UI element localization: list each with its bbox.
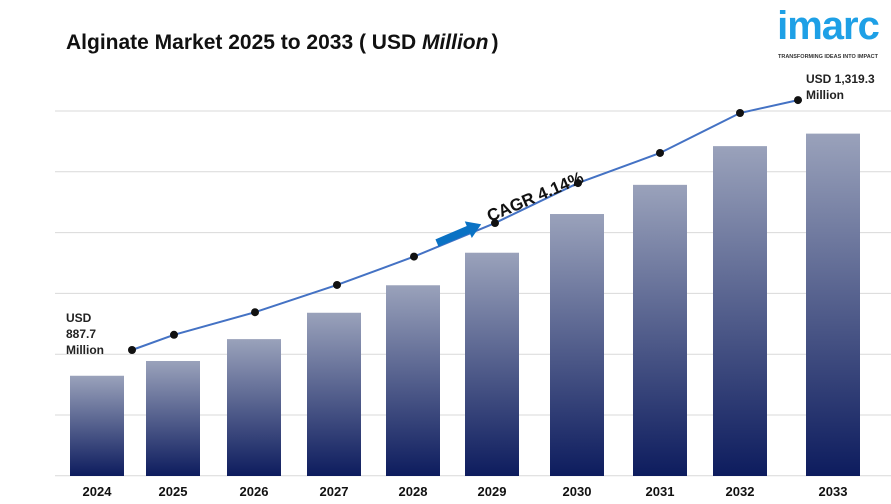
title-end: ) <box>491 31 499 54</box>
x-tick-label: 2026 <box>240 484 269 499</box>
line-marker-2029 <box>491 219 499 228</box>
end-label-line: USD 1,319.3 <box>806 72 875 86</box>
line-marker-2026 <box>251 308 259 317</box>
bar-2029 <box>465 252 519 476</box>
x-tick-label: 2024 <box>83 484 113 499</box>
x-tick-label: 2032 <box>726 484 755 499</box>
bar-2028 <box>386 285 440 476</box>
bar-2024 <box>70 375 124 476</box>
start-label-line: 887.7 <box>66 327 97 341</box>
line-marker-2033 <box>794 96 802 105</box>
start-value-label: USD 887.7 Million <box>66 310 104 358</box>
line-marker-2032 <box>736 109 744 118</box>
bar-2030 <box>550 214 604 476</box>
x-tick-label: 2027 <box>320 484 349 499</box>
chart-title: Alginate Market 2025 to 2033 ( USD Milli… <box>66 30 498 56</box>
bar-2031 <box>633 184 687 476</box>
line-marker-2031 <box>656 148 664 157</box>
bar-2032 <box>713 146 767 476</box>
imarc-logo: imarc TRANSFORMING IDEAS INTO IMPACT <box>772 2 884 61</box>
logo-tagline: TRANSFORMING IDEAS INTO IMPACT <box>777 54 879 60</box>
logo-word: imarc <box>777 4 880 48</box>
start-label-line: USD <box>66 311 92 325</box>
bar-2033 <box>806 133 860 476</box>
x-tick-label: 2025 <box>159 484 188 499</box>
cagr-arrow <box>435 221 482 247</box>
bar-2026 <box>227 339 281 476</box>
bar-2027 <box>307 312 361 476</box>
bar-2025 <box>146 360 200 476</box>
x-tick-label: 2029 <box>478 484 507 499</box>
x-tick-label: 2028 <box>399 484 428 499</box>
x-tick-label: 2030 <box>563 484 592 499</box>
start-label-line: Million <box>66 343 104 357</box>
title-main: Alginate Market 2025 to 2033 ( USD <box>66 31 422 54</box>
x-tick-label: 2033 <box>819 484 848 499</box>
end-value-label: USD 1,319.3 Million <box>806 71 875 103</box>
line-marker-2027 <box>333 280 341 289</box>
line-marker-2028 <box>410 252 418 261</box>
end-label-line: Million <box>806 88 844 102</box>
line-marker-2024 <box>128 346 136 354</box>
line-marker-2030 <box>574 179 582 188</box>
line-marker-2025 <box>170 330 178 339</box>
title-unit: Million <box>421 31 489 54</box>
x-tick-label: 2031 <box>646 484 675 499</box>
